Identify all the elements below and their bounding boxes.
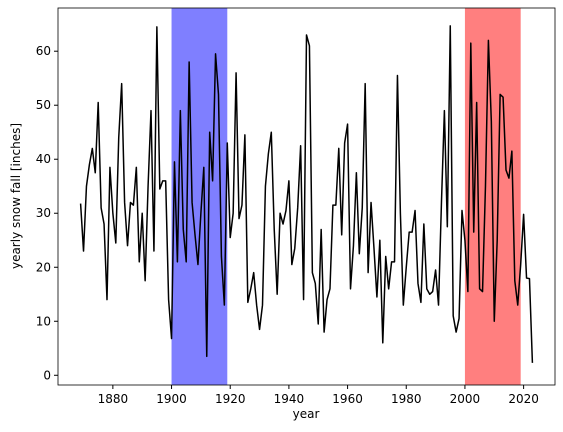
- y-tick-label: 10: [36, 314, 51, 328]
- y-tick-label: 50: [36, 98, 51, 112]
- line: [79, 25, 534, 363]
- x-tick-label: 1940: [274, 392, 305, 406]
- x-tick-label: 2000: [450, 392, 481, 406]
- y-tick-label: 20: [36, 260, 51, 274]
- y-tick-label: 40: [36, 152, 51, 166]
- x-axis-label: year: [293, 407, 320, 421]
- plot-frame: [57, 7, 556, 386]
- x-tick-label: 2020: [508, 392, 539, 406]
- x-tick-label: 1980: [391, 392, 422, 406]
- y-tick-label: 0: [43, 368, 51, 382]
- x-tick-label: 1880: [98, 392, 129, 406]
- x-tick-label: 1900: [156, 392, 187, 406]
- y-axis-label: yearly snow fall [inches]: [9, 123, 23, 269]
- x-tick-label: 1960: [332, 392, 363, 406]
- y-tick-label: 30: [36, 206, 51, 220]
- span: [171, 8, 228, 385]
- y-tick-label: 60: [36, 44, 51, 58]
- x-tick-label: 1920: [215, 392, 246, 406]
